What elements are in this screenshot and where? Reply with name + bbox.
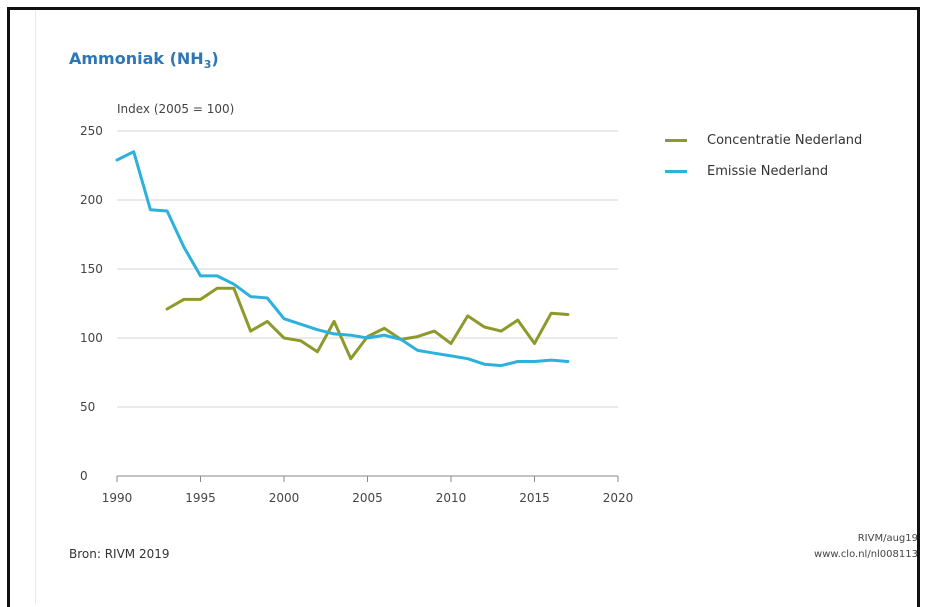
x-tick-label-2010: 2010 xyxy=(436,491,467,505)
chart-frame xyxy=(7,7,920,607)
credit-line-1: RIVM/aug19 xyxy=(857,533,918,544)
credit-line-2: www.clo.nl/nl008113 xyxy=(814,549,918,560)
x-tick-label-2000: 2000 xyxy=(269,491,300,505)
y-axis-label: Index (2005 = 100) xyxy=(117,102,234,116)
x-tick-label-2005: 2005 xyxy=(352,491,383,505)
legend-swatch-emissie xyxy=(665,169,687,173)
x-tick-label-1995: 1995 xyxy=(185,491,216,505)
margin-rule xyxy=(35,10,36,604)
y-tick-label-250: 250 xyxy=(80,124,103,138)
series-line-emissie xyxy=(115,150,570,368)
y-tick-label-150: 150 xyxy=(80,262,103,276)
chart-title: Ammoniak (NH3) xyxy=(69,49,219,72)
legend-label-concentratie: Concentratie Nederland xyxy=(707,132,863,148)
x-tick-label-2015: 2015 xyxy=(519,491,550,505)
axes xyxy=(116,475,619,482)
gridlines xyxy=(117,130,618,408)
y-tick-label-50: 50 xyxy=(80,400,95,414)
title-subscript: 3 xyxy=(203,58,212,72)
credit-block: RIVM/aug19 www.clo.nl/nl008113 xyxy=(814,531,918,563)
series-lines xyxy=(115,150,570,368)
y-tick-label-0: 0 xyxy=(80,469,88,483)
series-line-concentratie xyxy=(165,286,570,361)
legend: Concentratie Nederland Emissie Nederland xyxy=(665,130,862,192)
legend-item-concentratie: Concentratie Nederland xyxy=(665,130,862,150)
source-note: Bron: RIVM 2019 xyxy=(69,547,170,561)
tick-labels: 0 50 100 150 200 250 1990 1995 2000 2005 2010 2015 2… xyxy=(80,124,633,505)
legend-swatch-concentratie xyxy=(665,138,687,142)
x-tick-label-1990: 1990 xyxy=(102,491,133,505)
legend-item-emissie: Emissie Nederland xyxy=(665,161,862,181)
y-tick-label-100: 100 xyxy=(80,331,103,345)
y-tick-label-200: 200 xyxy=(80,193,103,207)
legend-label-emissie: Emissie Nederland xyxy=(707,163,829,179)
x-tick-label-2020: 2020 xyxy=(603,491,634,505)
